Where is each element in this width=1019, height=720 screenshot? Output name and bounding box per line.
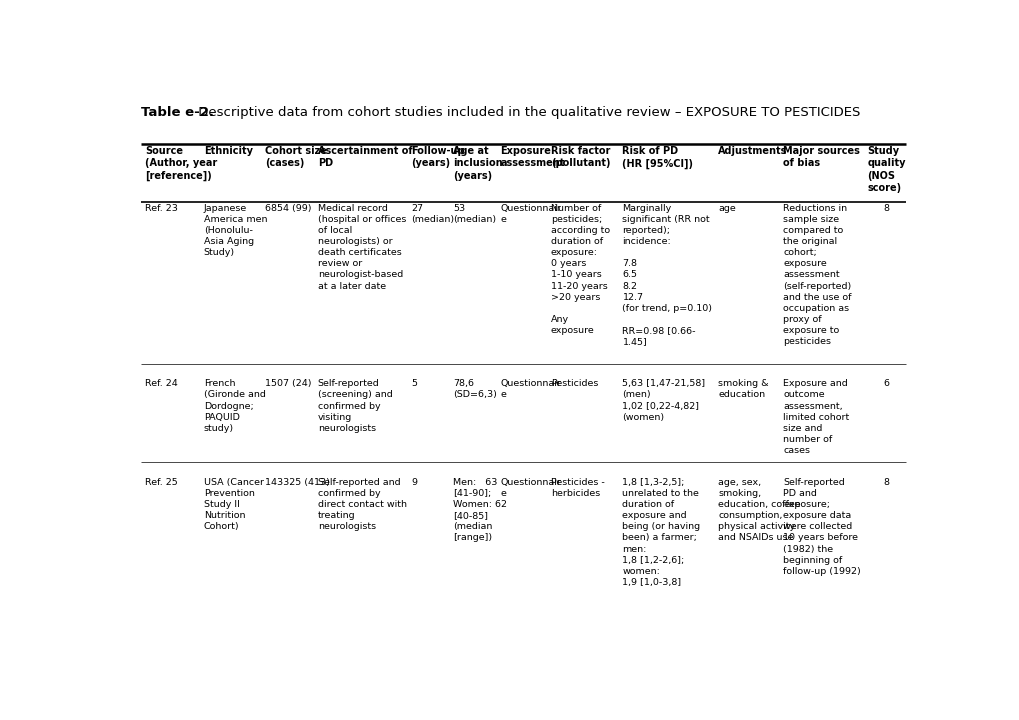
Text: 8: 8: [883, 478, 889, 487]
Text: Exposure and
outcome
assessment,
limited cohort
size and
number of
cases: Exposure and outcome assessment, limited…: [783, 379, 849, 455]
Text: Table e-2.: Table e-2.: [142, 106, 214, 119]
Text: Men:   63
[41-90];
Women: 62
[40-85]
(median
[range]): Men: 63 [41-90]; Women: 62 [40-85] (medi…: [453, 478, 506, 542]
Text: 53
(median): 53 (median): [453, 204, 496, 224]
Text: 6854 (99): 6854 (99): [265, 204, 311, 213]
Text: Reductions in
sample size
compared to
the original
cohort;
exposure
assessment
(: Reductions in sample size compared to th…: [783, 204, 851, 346]
Text: smoking &
education: smoking & education: [717, 379, 768, 400]
Text: Number of
pesticides;
according to
duration of
exposure:
0 years
1-10 years
11-2: Number of pesticides; according to durat…: [550, 204, 609, 335]
Text: Self-reported
(screening) and
confirmed by
visiting
neurologists: Self-reported (screening) and confirmed …: [317, 379, 392, 433]
Text: Adjustments: Adjustments: [717, 146, 787, 156]
Text: Questionnair
e: Questionnair e: [500, 204, 560, 224]
Text: Questionnair
e: Questionnair e: [500, 379, 560, 400]
Text: French
(Gironde and
Dordogne;
PAQUID
study): French (Gironde and Dordogne; PAQUID stu…: [204, 379, 266, 433]
Text: age, sex,
smoking,
education, coffee
consumption,
physical activity
and NSAIDs u: age, sex, smoking, education, coffee con…: [717, 478, 800, 542]
Text: Exposure
assessment: Exposure assessment: [500, 146, 565, 168]
Text: Pesticides -
herbicides: Pesticides - herbicides: [550, 478, 604, 498]
Text: 5,63 [1,47-21,58]
(men)
1,02 [0,22-4,82]
(women): 5,63 [1,47-21,58] (men) 1,02 [0,22-4,82]…: [622, 379, 705, 422]
Text: Risk factor
(pollutant): Risk factor (pollutant): [550, 146, 609, 168]
Text: Follow-up
(years): Follow-up (years): [411, 146, 465, 168]
Text: Self-reported and
confirmed by
direct contact with
treating
neurologists: Self-reported and confirmed by direct co…: [317, 478, 407, 531]
Text: Ascertainment of
PD: Ascertainment of PD: [317, 146, 412, 168]
Text: age: age: [717, 204, 736, 213]
Text: Ref. 25: Ref. 25: [145, 478, 178, 487]
Text: Descriptive data from cohort studies included in the qualitative review – EXPOSU: Descriptive data from cohort studies inc…: [194, 106, 860, 119]
Text: Self-reported
PD and
exposure;
exposure data
were collected
10 years before
(198: Self-reported PD and exposure; exposure …: [783, 478, 860, 576]
Text: Ref. 24: Ref. 24: [145, 379, 178, 388]
Text: Major sources
of bias: Major sources of bias: [783, 146, 859, 168]
Text: 1507 (24): 1507 (24): [265, 379, 311, 388]
Text: 5: 5: [411, 379, 417, 388]
Text: Ethnicity: Ethnicity: [204, 146, 253, 156]
Text: Pesticides: Pesticides: [550, 379, 598, 388]
Text: Ref. 23: Ref. 23: [145, 204, 178, 213]
Text: USA (Cancer
Prevention
Study II
Nutrition
Cohort): USA (Cancer Prevention Study II Nutritio…: [204, 478, 264, 531]
Text: 78,6
(SD=6,3): 78,6 (SD=6,3): [453, 379, 497, 400]
Text: Source
(Author, year
[reference]): Source (Author, year [reference]): [145, 146, 217, 181]
Text: Risk of PD
(HR [95%CI]): Risk of PD (HR [95%CI]): [622, 146, 693, 168]
Text: Marginally
significant (RR not
reported);
incidence:

7.8
6.5
8.2
12.7
(for tren: Marginally significant (RR not reported)…: [622, 204, 712, 346]
Text: Japanese
America men
(Honolulu-
Asia Aging
Study): Japanese America men (Honolulu- Asia Agi…: [204, 204, 267, 257]
Text: Medical record
(hospital or offices
of local
neurologists) or
death certificates: Medical record (hospital or offices of l…: [317, 204, 406, 291]
Text: Questionnair
e: Questionnair e: [500, 478, 560, 498]
Text: 8: 8: [883, 204, 889, 213]
Text: Age at
inclusion
(years): Age at inclusion (years): [453, 146, 502, 181]
Text: 6: 6: [883, 379, 889, 388]
Text: 1,8 [1,3-2,5];
unrelated to the
duration of
exposure and
being (or having
been) : 1,8 [1,3-2,5]; unrelated to the duration…: [622, 478, 700, 587]
Text: Cohort size
(cases): Cohort size (cases): [265, 146, 326, 168]
Text: 9: 9: [411, 478, 417, 487]
Text: Study
quality
(NOS
score): Study quality (NOS score): [867, 146, 905, 193]
Text: 27
(median): 27 (median): [411, 204, 453, 224]
Text: 143325 (413): 143325 (413): [265, 478, 329, 487]
